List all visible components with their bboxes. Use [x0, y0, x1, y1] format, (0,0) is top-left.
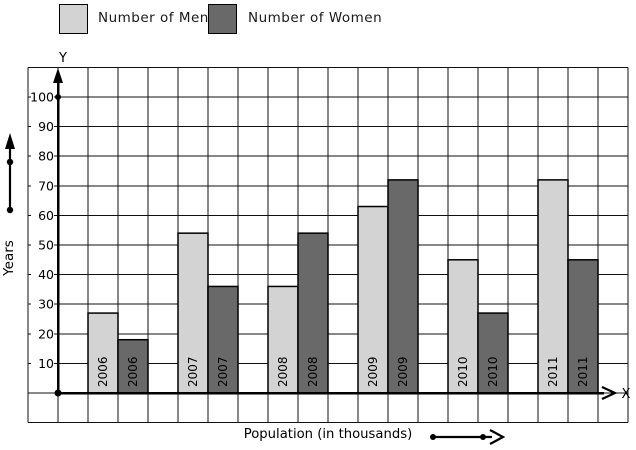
y-tick-backing — [31, 355, 54, 371]
bar-men-2006 — [87, 312, 119, 394]
bar-men-2011 — [537, 179, 569, 394]
legend-label-women: Number of Women — [248, 10, 383, 26]
bar-label-men-2010: 2010 — [456, 356, 470, 387]
y-tick-label-70: 70 — [38, 178, 54, 193]
bar-men-2010 — [447, 259, 479, 394]
y-axis-letter: Y — [58, 51, 67, 66]
y-axis-arrowhead-icon — [53, 68, 63, 83]
bar-women-2009 — [387, 179, 419, 394]
bar-men-2008 — [267, 285, 299, 394]
y-tick-backing — [31, 89, 54, 105]
x-direction-arrow-dot — [430, 434, 436, 440]
y-axis-100-dot — [55, 94, 61, 100]
bar-label-women-2010: 2010 — [486, 356, 500, 387]
x-direction-arrow-dot — [480, 434, 486, 440]
y-tick-backing — [31, 237, 54, 253]
legend-swatch-men — [59, 4, 88, 34]
legend-swatch-women — [208, 4, 237, 34]
y-tick-label-80: 80 — [38, 149, 54, 164]
y-direction-arrow-dot — [6, 206, 14, 214]
bar-women-2011 — [567, 259, 599, 394]
legend: Number of Men Number of Women — [0, 0, 636, 38]
x-axis-arrowhead-icon — [601, 386, 618, 400]
y-tick-backing — [31, 178, 54, 194]
y-tick-label-30: 30 — [38, 297, 54, 312]
bar-label-men-2009: 2009 — [366, 356, 380, 387]
y-direction-arrowhead-icon — [5, 133, 15, 149]
y-tick-backing — [31, 119, 54, 135]
y-tick-label-10: 10 — [38, 356, 54, 371]
bar-label-women-2008: 2008 — [306, 356, 320, 387]
x-axis-letter: X — [622, 387, 631, 402]
y-tick-backing — [31, 267, 54, 283]
y-axis-title: Years — [1, 240, 17, 277]
bar-women-2007 — [207, 285, 239, 394]
bar-label-women-2011: 2011 — [576, 356, 590, 387]
y-tick-label-20: 20 — [38, 326, 54, 341]
bar-women-2006 — [117, 338, 149, 394]
y-tick-backing — [31, 296, 54, 312]
y-tick-label-60: 60 — [38, 208, 54, 223]
bar-label-women-2006: 2006 — [126, 356, 140, 387]
x-axis-title: Population (in thousands) — [244, 427, 413, 442]
bar-label-women-2007: 2007 — [216, 356, 230, 387]
bar-label-men-2011: 2011 — [546, 356, 560, 387]
y-direction-arrow-dot — [6, 158, 14, 166]
y-tick-backing — [31, 326, 54, 342]
y-tick-label-50: 50 — [38, 238, 54, 253]
y-tick-label-90: 90 — [38, 119, 54, 134]
bar-label-men-2007: 2007 — [186, 356, 200, 387]
y-tick-label-40: 40 — [38, 267, 54, 282]
y-tick-label-100: 100 — [30, 90, 54, 105]
bar-label-men-2006: 2006 — [96, 356, 110, 387]
bar-label-men-2008: 2008 — [276, 356, 290, 387]
legend-label-men: Number of Men — [98, 10, 209, 26]
y-tick-backing — [31, 148, 54, 164]
x-direction-arrowhead-icon — [489, 429, 506, 445]
bar-label-women-2009: 2009 — [396, 356, 410, 387]
y-tick-backing — [31, 207, 54, 223]
